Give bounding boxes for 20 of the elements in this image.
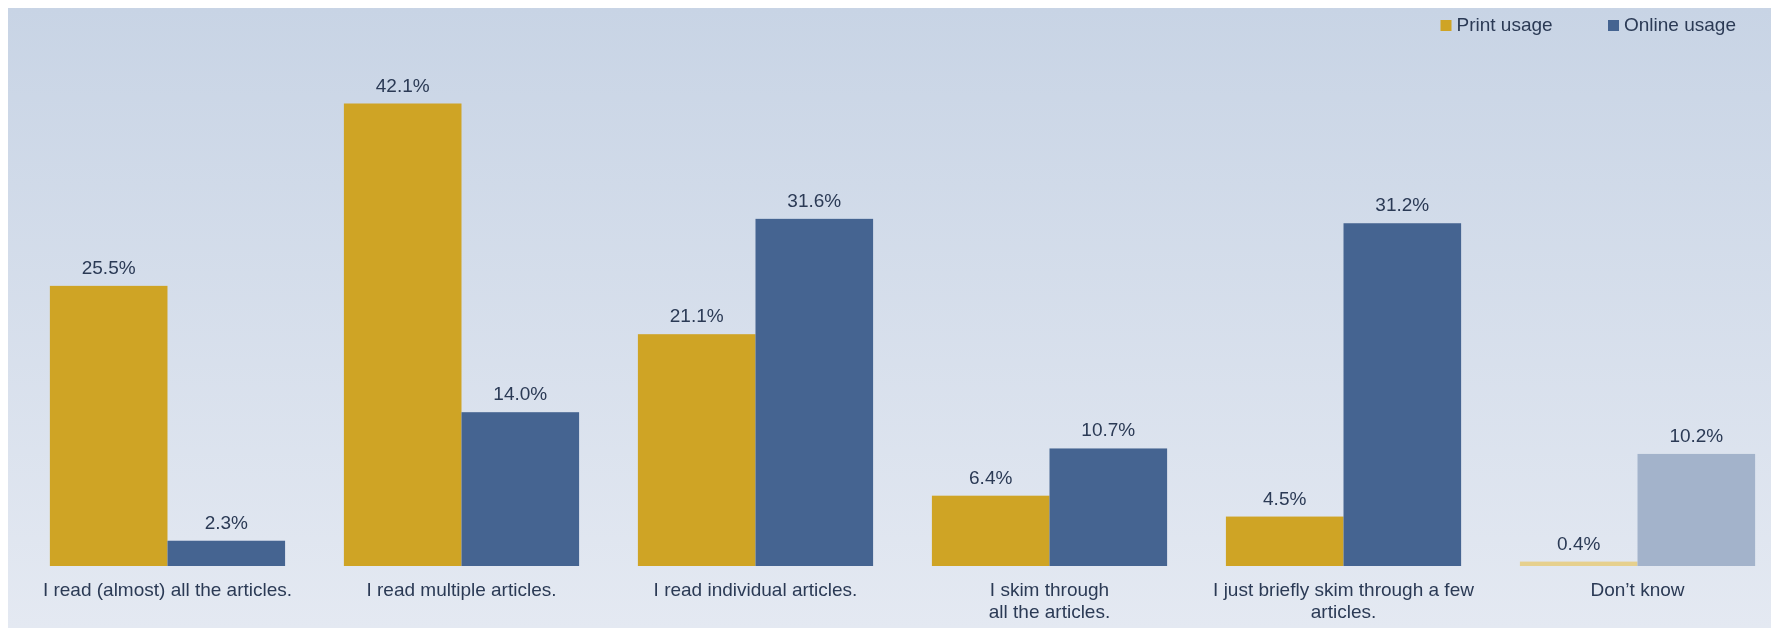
legend-label: Print usage (1456, 14, 1553, 35)
data-label: 25.5% (81, 256, 136, 278)
data-label: 10.2% (1669, 424, 1724, 446)
data-label: 2.3% (204, 511, 249, 533)
data-label: 4.5% (1263, 487, 1307, 509)
x-tick-label: I just briefly skim through a few articles. (1213, 579, 1475, 622)
data-label: 6.4% (969, 466, 1013, 488)
data-label: 14.0% (493, 383, 548, 405)
data-label: 42.1% (375, 74, 430, 96)
legend-label: Online usage (1624, 14, 1736, 35)
x-tick-label: I skim through all the articles. (988, 579, 1111, 622)
data-label: 10.7% (1081, 419, 1136, 441)
data-label: 21.1% (669, 305, 724, 327)
x-tick-label: I read (almost) all the articles. (42, 579, 293, 600)
data-label: 0.4% (1557, 532, 1601, 554)
data-label: 31.2% (1375, 194, 1430, 216)
x-tick-label: Don’t know (1590, 579, 1685, 600)
x-tick-label: I read multiple articles. (366, 579, 557, 600)
x-tick-label: I read individual articles. (653, 579, 858, 600)
data-label: 31.6% (787, 189, 842, 211)
